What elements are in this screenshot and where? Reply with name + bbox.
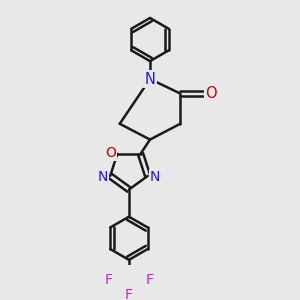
- Text: F: F: [125, 288, 133, 300]
- Text: O: O: [205, 86, 217, 101]
- Text: F: F: [105, 273, 113, 287]
- Text: O: O: [105, 146, 116, 160]
- Text: N: N: [98, 170, 108, 184]
- Text: N: N: [150, 170, 160, 184]
- Text: N: N: [145, 71, 155, 86]
- Text: F: F: [145, 273, 153, 287]
